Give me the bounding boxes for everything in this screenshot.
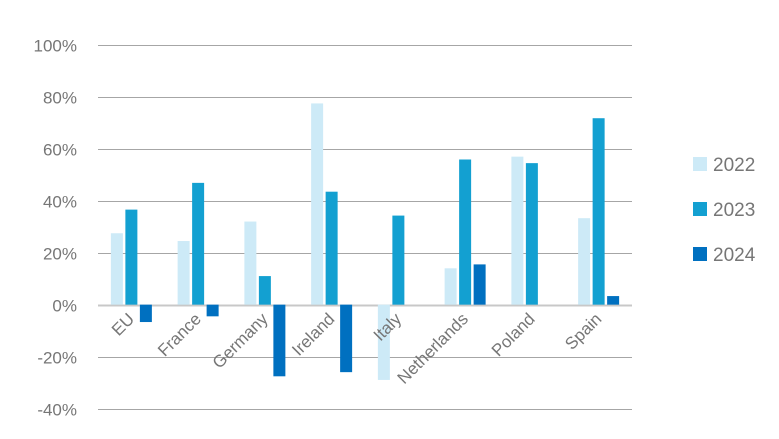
- y-tick-label: 20%: [43, 245, 77, 264]
- legend-label: 2022: [713, 155, 755, 176]
- bar-germany-2022: [244, 221, 257, 305]
- bar-france-2024: [206, 304, 219, 317]
- bar-germany-2024: [273, 304, 286, 377]
- y-tick-label: -20%: [37, 349, 77, 368]
- x-tick-label: France: [154, 309, 205, 360]
- bar-eu-2023: [125, 209, 138, 305]
- bar-italy-2023: [392, 215, 405, 305]
- x-tick-label: EU: [108, 309, 138, 339]
- y-tick-label: 100%: [34, 37, 77, 56]
- y-axis-ticks: 100% 80% 60% 40% 20% 0% -20% -40%: [34, 37, 77, 420]
- legend-swatch-2022: [693, 157, 707, 171]
- bar-poland-2022: [511, 156, 524, 305]
- x-tick-label: Poland: [488, 309, 539, 360]
- bar-eu-2022: [110, 233, 123, 305]
- legend-label: 2024: [713, 245, 756, 266]
- bars: [110, 103, 620, 380]
- bar-netherlands-2024: [473, 264, 486, 305]
- gridlines: [98, 45, 632, 410]
- x-tick-label: Italy: [370, 309, 406, 345]
- bar-netherlands-2022: [444, 268, 457, 305]
- bar-eu-2024: [139, 304, 152, 323]
- legend-swatch-2023: [693, 202, 707, 216]
- x-tick-label: Ireland: [288, 309, 338, 359]
- bar-poland-2023: [525, 163, 538, 305]
- y-tick-label: 80%: [43, 89, 77, 108]
- x-tick-label: Germany: [209, 309, 272, 372]
- bar-spain-2024: [607, 296, 620, 305]
- bar-ireland-2024: [340, 304, 353, 373]
- x-tick-label: Spain: [561, 309, 605, 353]
- bar-netherlands-2023: [459, 159, 472, 305]
- y-tick-label: 40%: [43, 193, 77, 212]
- bar-france-2022: [177, 241, 190, 305]
- y-tick-label: -40%: [37, 401, 77, 420]
- bar-france-2023: [192, 182, 205, 305]
- x-tick-label: Netherlands: [394, 309, 472, 387]
- bar-spain-2023: [592, 118, 605, 305]
- legend-label: 2023: [713, 200, 755, 221]
- bar-spain-2022: [578, 218, 591, 305]
- y-tick-label: 60%: [43, 141, 77, 160]
- y-tick-label: 0%: [52, 297, 77, 316]
- legend: 2022 2023 2024: [693, 155, 756, 266]
- bar-italy-2022: [377, 304, 390, 380]
- legend-swatch-2024: [693, 247, 707, 261]
- bar-ireland-2022: [311, 103, 324, 305]
- bar-ireland-2023: [325, 191, 338, 305]
- bar-germany-2023: [258, 276, 271, 305]
